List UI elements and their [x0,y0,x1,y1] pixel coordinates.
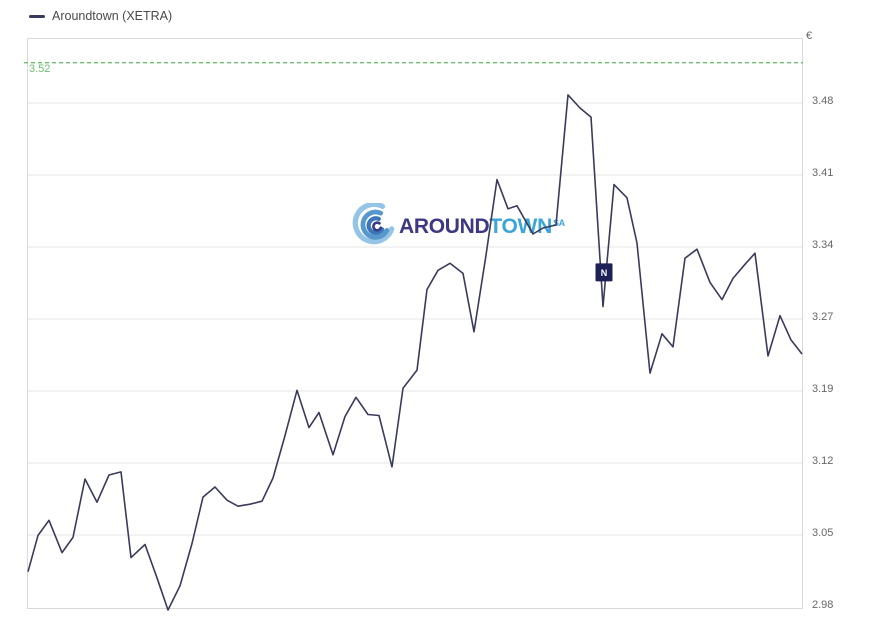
y-axis-unit-label: € [806,30,813,42]
series-line[interactable] [27,94,803,611]
plot-area[interactable]: N [24,38,803,611]
legend-series-marker [29,14,45,18]
y-axis-tick-label: 3.34 [812,239,834,251]
flag-marker[interactable]: N [595,263,613,282]
gridlines-layer [27,38,803,609]
y-axis-tick-label: 3.12 [812,455,834,467]
y-axis-tick-label: 2.98 [812,599,834,611]
legend[interactable]: Aroundtown (XETRA) [29,9,172,23]
series-layer: N [24,61,803,611]
plot-border [27,38,803,609]
legend-series-label: Aroundtown (XETRA) [52,9,173,23]
y-axis-tick-label: 3.41 [812,167,834,179]
y-axis-tick-label: 3.05 [812,527,834,539]
flag-marker-label: N [601,268,608,278]
y-axis-tick-label: 3.48 [812,95,834,107]
y-axis-tick-label: 3.27 [812,311,834,323]
threshold-label: 3.52 [29,62,51,75]
y-axis-tick-label: 3.19 [812,383,834,395]
